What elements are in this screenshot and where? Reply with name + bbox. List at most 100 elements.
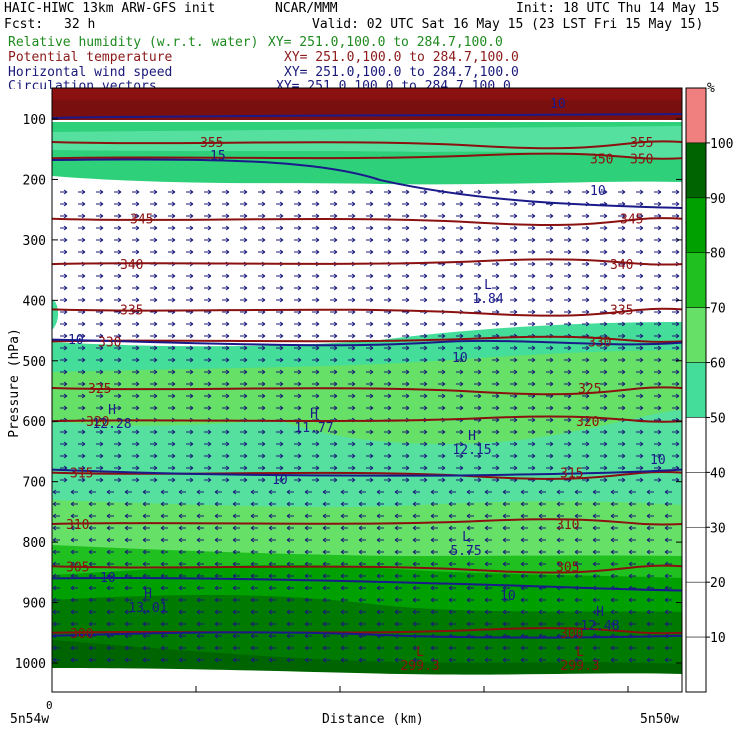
wind-vector xyxy=(114,393,122,399)
wind-vector xyxy=(618,273,626,279)
wind-vector xyxy=(582,273,590,279)
wind-vector xyxy=(88,645,96,651)
wind-vector xyxy=(600,321,608,327)
wind-vector xyxy=(366,297,374,303)
wind-vector xyxy=(106,513,114,519)
wind-vector xyxy=(304,633,312,639)
wind-vector xyxy=(358,657,366,663)
wind-vector xyxy=(312,441,320,447)
wind-vector xyxy=(564,465,572,471)
wind-vector xyxy=(564,417,572,423)
wind-vector xyxy=(186,429,194,435)
wind-vector xyxy=(232,489,240,495)
wind-vector xyxy=(294,249,302,255)
wind-vector xyxy=(322,609,330,615)
wind-vector xyxy=(196,645,204,651)
wind-vector xyxy=(484,513,492,519)
wind-vector xyxy=(664,645,672,651)
wind-vector xyxy=(70,561,78,567)
wind-vector xyxy=(402,345,410,351)
rh-patch-left xyxy=(52,300,59,330)
wind-vector xyxy=(636,237,644,243)
wind-vector xyxy=(502,585,510,591)
wind-vector xyxy=(448,573,456,579)
wind-vector xyxy=(286,621,294,627)
wind-vector xyxy=(430,549,438,555)
wind-vector xyxy=(294,213,302,219)
wind-vector xyxy=(618,441,626,447)
wind-vector xyxy=(268,597,276,603)
wind-vector xyxy=(520,573,528,579)
wind-vector xyxy=(124,597,132,603)
wind-vector xyxy=(654,369,662,375)
wind-vector xyxy=(672,381,680,387)
wind-vector xyxy=(258,465,266,471)
wind-vector xyxy=(672,225,680,231)
wind-vector xyxy=(286,549,294,555)
wind-vector xyxy=(186,453,194,459)
wind-vector xyxy=(286,597,294,603)
wind-vector xyxy=(78,477,86,483)
wind-vector xyxy=(438,357,446,363)
wind-vector xyxy=(492,261,500,267)
wind-vector xyxy=(430,489,438,495)
wind-vector xyxy=(330,285,338,291)
wind-vector xyxy=(502,561,510,567)
wind-vector xyxy=(142,585,150,591)
wind-vector xyxy=(304,513,312,519)
wind-vector xyxy=(592,609,600,615)
wind-vector xyxy=(70,645,78,651)
wind-vector xyxy=(168,201,176,207)
wind-vector xyxy=(160,525,168,531)
wind-vector xyxy=(340,537,348,543)
wind-vector xyxy=(366,201,374,207)
wind-vector xyxy=(556,657,564,663)
y-tick-label: 300 xyxy=(23,234,46,249)
wind-vector xyxy=(168,381,176,387)
wind-vector xyxy=(456,285,464,291)
wind-vector xyxy=(358,561,366,567)
wind-vector xyxy=(142,537,150,543)
wind-vector xyxy=(276,441,284,447)
wind-vector xyxy=(214,537,222,543)
wind-vector xyxy=(564,441,572,447)
wind-vector xyxy=(628,561,636,567)
wind-vector xyxy=(304,585,312,591)
wind-vector xyxy=(222,465,230,471)
wind-vector xyxy=(106,657,114,663)
wind-vector xyxy=(384,237,392,243)
wind-vector xyxy=(286,501,294,507)
theta-label: 300 xyxy=(560,627,583,642)
wind-vector xyxy=(366,453,374,459)
wind-vector xyxy=(492,405,500,411)
wind-vector xyxy=(168,333,176,339)
wind-vector xyxy=(168,345,176,351)
wind-vector xyxy=(240,273,248,279)
wind-vector xyxy=(628,501,636,507)
wind-vector xyxy=(330,405,338,411)
wind-vector xyxy=(150,477,158,483)
wind-vector xyxy=(510,381,518,387)
wind-vector xyxy=(258,453,266,459)
wind-vector xyxy=(592,513,600,519)
wind-vector xyxy=(610,573,618,579)
wind-vector xyxy=(348,429,356,435)
wind-vector xyxy=(240,477,248,483)
wind-vector xyxy=(240,369,248,375)
wind-vector xyxy=(142,549,150,555)
wind-vector xyxy=(466,561,474,567)
wind-vector xyxy=(60,393,68,399)
wind-vector xyxy=(204,249,212,255)
wind-vector xyxy=(276,345,284,351)
wind-vector xyxy=(186,225,194,231)
wind-vector xyxy=(510,429,518,435)
wind-vector xyxy=(654,333,662,339)
wind-vector xyxy=(582,405,590,411)
wind-vector xyxy=(240,321,248,327)
wind-speed-contour xyxy=(52,113,682,119)
wind-vector xyxy=(70,501,78,507)
wind-vector xyxy=(402,465,410,471)
wind-vector xyxy=(268,573,276,579)
wind-vector xyxy=(474,201,482,207)
